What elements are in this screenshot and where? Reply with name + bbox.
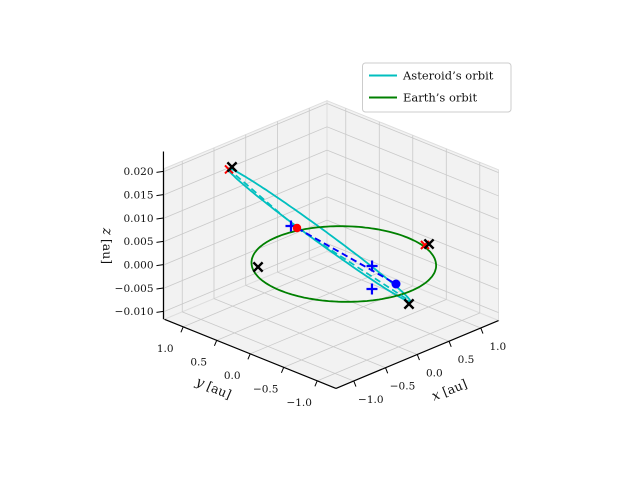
axis-line	[247, 353, 251, 360]
blue-plus-markers-point	[366, 260, 378, 272]
legend-label-asteroid: Asteroid’s orbit	[402, 69, 494, 83]
z-tick-label: 0.015	[123, 190, 153, 202]
axis-line	[280, 367, 285, 374]
blue-point-marker-point	[391, 279, 401, 289]
grid-line	[216, 272, 380, 341]
z-axis-label: z [au]	[99, 227, 115, 264]
axis-line	[156, 310, 164, 313]
black-x-markers-point	[403, 298, 415, 310]
y-tick-label: 0.5	[190, 356, 207, 368]
axis-line	[480, 327, 484, 334]
red-point-marker	[292, 223, 302, 233]
earth-asteroid-line	[296, 227, 397, 285]
x-axis-label: x [au]	[429, 376, 469, 405]
blue-plus-markers-point	[366, 283, 378, 295]
black-x-markers-point	[423, 238, 435, 250]
axis-line	[156, 194, 164, 197]
apsis-line-upper	[227, 167, 298, 229]
z-tick-label: 0.010	[123, 213, 153, 225]
axis-line	[156, 240, 164, 243]
legend: Asteroid’s orbit Earth’s orbit	[362, 62, 512, 113]
orbit-markers	[224, 161, 435, 310]
grid-lines	[164, 103, 499, 382]
axis-line	[314, 380, 318, 387]
x-tick-label: −0.5	[390, 381, 416, 393]
z-tick-label: 0.000	[123, 260, 153, 272]
axis-line	[385, 367, 389, 374]
earth-orbit	[250, 225, 437, 303]
legend-label-earth: Earth’s orbit	[403, 91, 477, 105]
black-x-markers-point	[226, 161, 238, 173]
axis-line	[156, 217, 164, 220]
blue-point-marker	[391, 279, 401, 289]
x-tick-label: 0.5	[458, 354, 475, 366]
black-x-markers	[226, 161, 435, 310]
x-tick-label: −1.0	[358, 394, 384, 406]
axis-line	[416, 354, 420, 361]
y-tick-label: 1.0	[157, 343, 174, 355]
black-x-markers-point	[252, 261, 264, 273]
z-tick-label: −0.010	[115, 306, 154, 318]
axis-line	[156, 287, 164, 290]
z-tick-label: −0.005	[115, 283, 154, 295]
x-tick-label: 1.0	[489, 341, 506, 353]
axis-line	[213, 340, 218, 347]
axis-lines-and-ticks: 0.020 0.015 0.010 0.005 0.000 −0.005 −0.010 1.0…	[115, 151, 506, 409]
axis-line	[180, 326, 184, 333]
axis-line	[156, 170, 164, 173]
axis-line	[353, 380, 357, 387]
axis-line	[448, 341, 452, 347]
grid-line	[283, 299, 447, 368]
grid-line	[317, 312, 480, 382]
x-tick-label: 0.0	[426, 368, 443, 380]
y-tick-label: 0.0	[224, 370, 241, 382]
legend-box	[362, 62, 512, 113]
apsis-line-lower	[296, 227, 411, 302]
grid-line	[183, 258, 346, 328]
y-tick-label: −1.0	[286, 397, 312, 409]
z-tick-label: 0.005	[123, 236, 153, 248]
red-point-marker-point	[292, 223, 302, 233]
y-tick-label: −0.5	[253, 383, 279, 395]
grid-line	[250, 285, 413, 355]
blue-plus-markers	[285, 220, 378, 295]
axis-line	[156, 264, 164, 267]
orbit-curves	[227, 167, 437, 303]
z-tick-label: 0.020	[123, 166, 153, 178]
